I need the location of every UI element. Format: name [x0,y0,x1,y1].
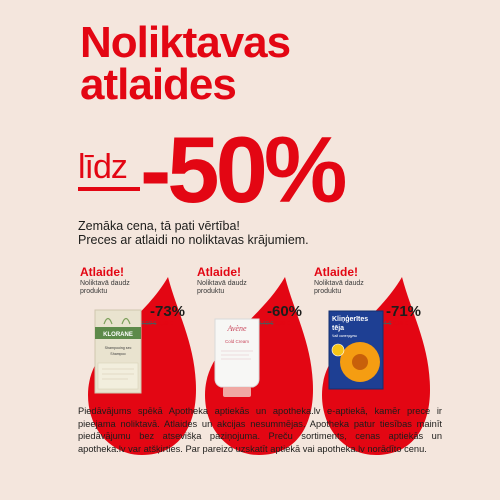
title-line-2: atlaides [80,60,237,109]
avene-package-text: Cold Cream [225,339,249,344]
avene-brand-text: Avène [226,324,247,333]
price-row: 2,74 € 0,80 € [376,321,408,327]
tagline-line-1: Zemāka cena, tā pati vērtība! [78,219,240,233]
klorane-package-text-1: Shampooing sec [105,346,132,350]
title-line-1: Noliktavas [80,18,291,67]
klorane-package-text-2: Shampoo [110,352,125,356]
product-discount: -73% [150,303,186,320]
new-price: 4,99 € [274,321,291,327]
product-card-klingerites[interactable]: Atlaide! Noliktavā daudz produktu -71% 2… [314,265,454,455]
stock-note: Noliktavā daudz produktu [314,280,364,295]
product-discount: -60% [267,303,303,320]
klingerites-tea-image: Kliņģerītes tēja Чай календулы [328,310,384,390]
klorane-product-image: KLORANE Shampooing sec Shampoo [94,309,142,394]
tea-package-text-2: Чай календулы [332,334,357,338]
product-card-klorane[interactable]: Atlaide! Noliktavā daudz produktu -73% 1… [80,265,220,455]
price-row: 17,00 € 4,59 € [138,321,173,327]
disclaimer-text: Piedāvājums spēkā Apotheka aptiekās un a… [78,406,442,454]
tea-brand-text: Kliņģerītes [332,315,368,323]
prefix-underline [78,187,140,191]
tea-package-text-1: tēja [332,325,344,332]
old-price: 2,74 € [376,321,392,327]
discount-value: -50% [140,117,347,222]
page-title: Noliktavas atlaides [80,18,291,109]
product-card-avene[interactable]: Atlaide! Noliktavā daudz produktu -60% 1… [197,265,337,455]
new-price: 4,59 € [157,321,174,327]
sale-badge: Atlaide! [197,265,242,279]
klorane-brand-text: KLORANE [103,332,133,338]
sale-badge: Atlaide! [314,265,359,279]
tagline-line-2: Preces ar atlaidi no noliktavas krājumie… [78,233,309,247]
red-drop-shape [88,277,196,455]
product-discount: -71% [386,303,422,320]
stock-note: Noliktavā daudz produktu [197,280,247,295]
stock-note: Noliktavā daudz produktu [80,280,130,295]
tagline: Zemāka cena, tā pati vērtība! Preces ar … [78,219,309,247]
discount-prefix: līdz [78,148,128,186]
price-row: 12,40 € 4,99 € [255,321,290,327]
old-price: 12,40 € [255,321,274,327]
sale-badge: Atlaide! [80,265,125,279]
old-price: 17,00 € [138,321,157,327]
new-price: 0,80 € [392,321,409,327]
avene-product-image: Avène Cold Cream [214,318,260,397]
